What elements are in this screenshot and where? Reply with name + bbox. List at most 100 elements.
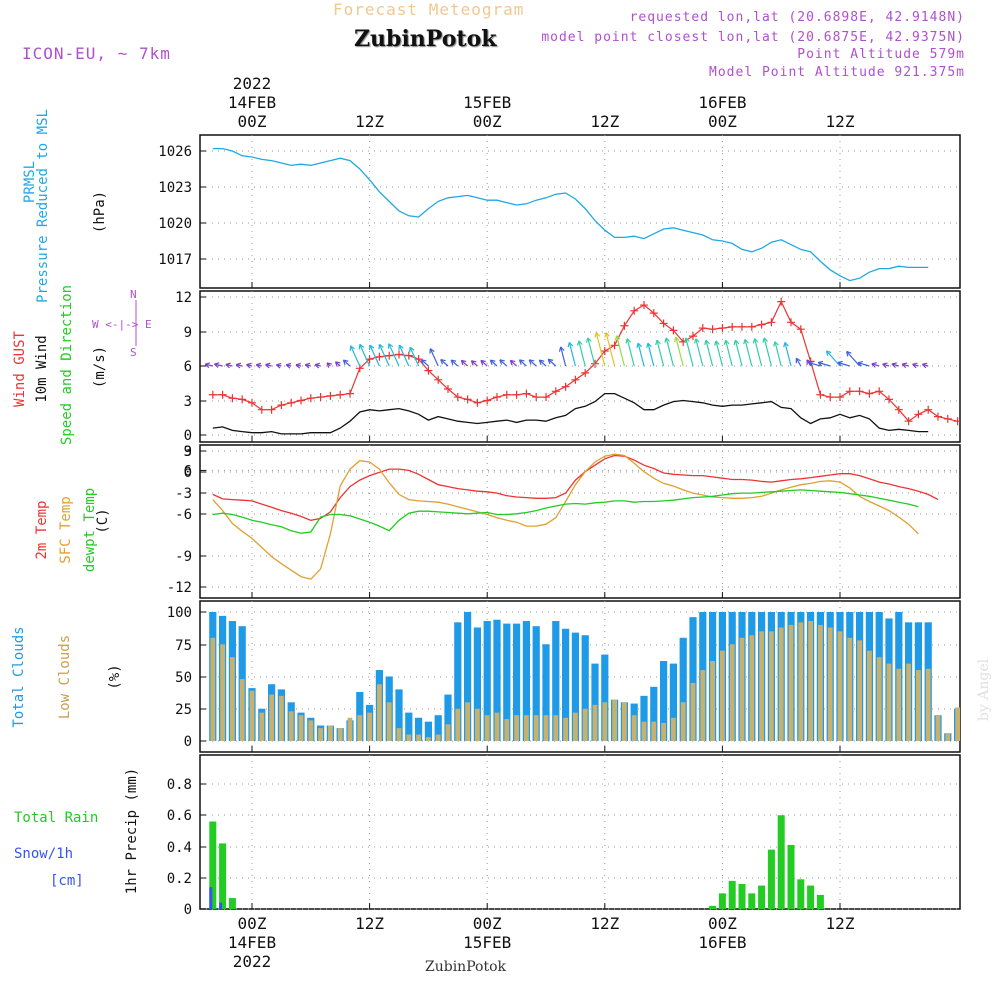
- wind-arrow-head: [387, 343, 394, 349]
- low-cloud-bar: [759, 631, 764, 741]
- model-name: ICON-EU, ~ 7km: [22, 44, 171, 63]
- wind-arrow-head: [683, 337, 690, 343]
- bottom-time-label: 12Z: [826, 914, 855, 933]
- wind-arrow-head: [576, 340, 583, 346]
- gust-marker: [777, 297, 786, 306]
- total-cloud-bar: [650, 686, 658, 741]
- low-cloud-bar: [543, 715, 549, 741]
- gust-marker: [306, 394, 315, 403]
- wind-direction-arrow: [509, 359, 517, 367]
- low-cloud-bar: [582, 708, 588, 741]
- low-cloud-bar: [641, 721, 647, 741]
- rain-bar: [219, 843, 227, 909]
- wind-arrow-head: [470, 360, 477, 366]
- y-tick-label: 6: [184, 463, 192, 479]
- low-cloud-bar: [700, 670, 706, 741]
- gust-marker: [502, 390, 511, 399]
- total-cloud-bar: [532, 626, 540, 741]
- low-cloud-bar: [220, 644, 225, 741]
- precip-bars: [209, 815, 824, 909]
- gust-marker: [326, 391, 335, 400]
- snow-label: Snow/1h: [14, 846, 74, 862]
- wind-direction-arrow: [647, 342, 655, 367]
- wind-arrow-head: [265, 362, 271, 369]
- wind-arrow-head: [547, 358, 554, 365]
- pressure-line: [212, 147, 929, 282]
- wind-direction-arrow: [744, 339, 753, 367]
- rain-bar: [738, 884, 746, 909]
- low-cloud-bar: [671, 717, 676, 741]
- wind-direction-arrow: [480, 359, 488, 367]
- gust-marker: [953, 417, 960, 426]
- panel-frame-1: [199, 134, 961, 289]
- low-cloud-bar: [612, 699, 617, 741]
- wind-direction-arrow: [398, 344, 410, 367]
- gust-marker: [218, 390, 227, 399]
- wind-arrow-head: [817, 360, 824, 367]
- wind-direction-arrow: [715, 340, 723, 367]
- gust-marker: [228, 394, 237, 403]
- gust-marker: [473, 398, 482, 407]
- wind-arrow-head: [762, 337, 769, 343]
- low-cloud-bar: [690, 682, 696, 741]
- gust-marker: [885, 395, 893, 404]
- panel-frame-5: [199, 754, 961, 910]
- gust-marker: [738, 322, 746, 331]
- low-cloud-bar: [896, 668, 902, 741]
- low-cloud-bar: [563, 717, 568, 741]
- wind-arrow-head: [733, 339, 740, 346]
- wind-arrow-head: [704, 339, 710, 346]
- low-cloud-bar: [945, 733, 951, 741]
- gust-marker: [836, 393, 844, 402]
- rain-bar: [718, 893, 726, 909]
- wind-direction-arrow: [675, 336, 684, 367]
- gust-marker: [257, 405, 266, 414]
- total-cloud-bar: [464, 612, 472, 741]
- sfc-temp-line: [212, 453, 919, 580]
- gust-marker: [336, 390, 345, 399]
- rain-bar: [777, 815, 785, 909]
- gust-marker: [424, 366, 433, 375]
- snow-unit-label: [cm]: [50, 873, 84, 889]
- low-cloud-bar: [416, 734, 421, 741]
- gust-marker: [649, 309, 658, 318]
- wind-direction-arrow: [499, 359, 508, 367]
- gust-marker: [816, 390, 825, 399]
- gust-marker: [787, 318, 795, 327]
- y-tick-label: -12: [167, 580, 192, 596]
- wind-compass-s: S: [130, 346, 137, 359]
- wind-arrow-head: [743, 338, 749, 345]
- bottom-time-label: 00Z: [473, 914, 502, 933]
- point-altitude: Point Altitude 579m: [797, 47, 965, 62]
- low-cloud-bar: [318, 728, 323, 741]
- snow-bar: [219, 902, 223, 909]
- low-cloud-bar: [279, 695, 284, 741]
- low-cloud-bar: [729, 644, 735, 741]
- gust-marker: [630, 306, 639, 315]
- gust-line: [212, 300, 958, 423]
- low-cloud-bar: [406, 734, 412, 741]
- y-tick-label: 1026: [158, 144, 192, 160]
- gust-marker: [316, 393, 325, 402]
- total-cloud-bar: [679, 637, 687, 741]
- wind-direction-arrow: [774, 341, 782, 367]
- wind-arrow-head: [314, 362, 321, 369]
- low-cloud-bar: [847, 637, 853, 741]
- wind-direction-arrow: [705, 339, 714, 367]
- low-cloud-bar: [524, 715, 529, 741]
- low-cloud-bar: [328, 725, 333, 741]
- y-tick-label: 75: [175, 638, 192, 654]
- wind-direction-arrow: [378, 344, 390, 367]
- low-cloud-bar: [798, 622, 804, 741]
- wind-arrow-head: [304, 362, 311, 369]
- gust-marker: [845, 387, 854, 396]
- low-cloud-bar: [876, 657, 882, 741]
- total-cloud-bar: [562, 628, 570, 741]
- top-time-label: 14FEB: [228, 93, 276, 112]
- gust-marker: [248, 398, 256, 407]
- gust-marker: [600, 347, 609, 356]
- low-cloud-bar: [484, 715, 490, 741]
- wind-direction-arrow: [754, 338, 763, 367]
- wind-direction-arrow: [763, 337, 772, 367]
- wind-direction-arrow: [214, 363, 223, 367]
